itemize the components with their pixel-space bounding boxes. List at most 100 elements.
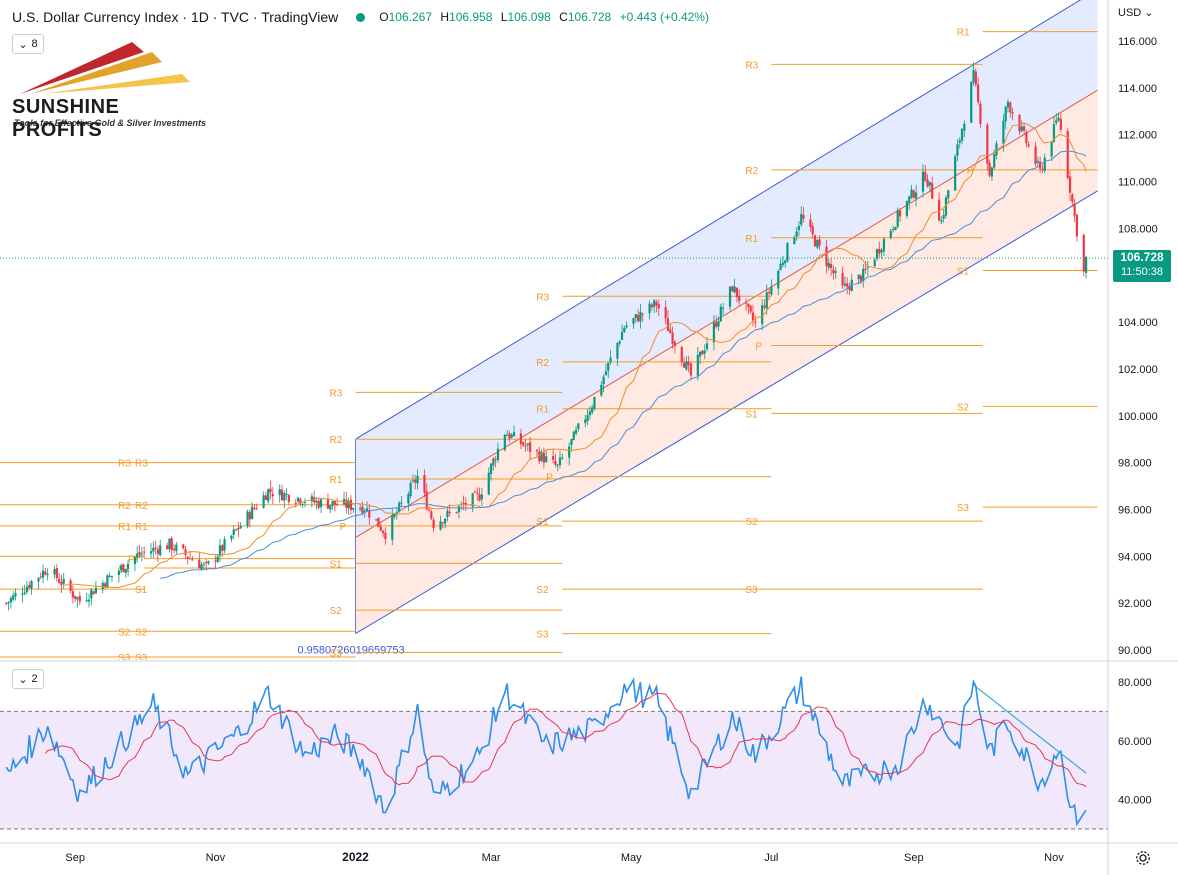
candle-body (1002, 120, 1005, 144)
candle-body (30, 581, 33, 589)
ma-fast-line (63, 122, 1087, 589)
price-pane[interactable]: 0.9580726019659753 R3 R2 R1 P S1 S2 S3 R3 R2 R1 P S1… (0, 0, 1108, 664)
rsi-indicators-toggle[interactable]: ⌄ 2 (12, 669, 44, 689)
candle-body (671, 332, 674, 344)
candle-body (995, 143, 998, 156)
pivot-label-s2: S2 (118, 627, 131, 638)
candle-body (535, 450, 539, 452)
pivot-label-p: P (135, 552, 142, 563)
candle-body (864, 268, 867, 270)
pivot-label-r2: R2 (118, 501, 131, 512)
candle-body (779, 263, 782, 271)
logo-tagline: Tools for Effective Gold & Silver Invest… (14, 118, 207, 128)
time-label: 2022 (342, 850, 369, 864)
last-price-tag: 106.728 11:50:38 (1113, 250, 1171, 282)
candle-body (253, 507, 256, 509)
candle-body (666, 318, 670, 332)
candle-body (329, 505, 332, 510)
candle-body (770, 286, 773, 295)
candle-body (744, 302, 748, 304)
candle-body (1011, 112, 1014, 114)
candle-body (251, 506, 254, 520)
candle-body (512, 432, 516, 437)
candle-body (551, 456, 555, 460)
candle-body (122, 564, 125, 573)
candle-body (795, 231, 798, 237)
bar-countdown: 11:50:38 (1120, 266, 1163, 278)
candle-body (407, 494, 410, 504)
candle-body (361, 506, 364, 514)
candle-body (538, 451, 541, 462)
candle-body (303, 502, 307, 504)
candle-body (154, 547, 157, 549)
currency-select[interactable]: USD ⌄ (1118, 6, 1154, 19)
pivot-label-s3: S3 (135, 653, 148, 664)
rsi-tick-label: 60.000 (1118, 736, 1152, 748)
channel-lower-line (355, 190, 1098, 635)
candle-body (784, 260, 787, 264)
symbol-title[interactable]: U.S. Dollar Currency Index · 1D · TVC · … (12, 9, 339, 25)
candle-body (271, 493, 274, 497)
candle-body (232, 529, 235, 535)
candle-body (554, 460, 557, 465)
price-tick-label: 92.000 (1118, 598, 1152, 610)
candle-body (977, 84, 980, 103)
candle-body (159, 545, 162, 556)
candle-body (524, 445, 527, 447)
candle-body (14, 593, 17, 597)
candle-body (699, 351, 702, 357)
settings-gear-icon[interactable] (1134, 849, 1152, 867)
candle-body (813, 235, 817, 247)
candle-body (623, 327, 626, 332)
candle-body (216, 556, 219, 562)
candle-body (972, 69, 975, 83)
candle-body (1022, 126, 1026, 131)
logo-brand: SUNSHINE PROFITS (12, 96, 120, 141)
pivot-label-p: P (546, 473, 553, 484)
candle-body (570, 438, 573, 445)
candle-body (650, 304, 653, 308)
candle-body (540, 451, 543, 461)
candle-body (430, 511, 433, 519)
candle-body (221, 545, 224, 551)
candle-body (319, 499, 323, 508)
candle-body (786, 242, 789, 262)
candle-body (593, 396, 596, 409)
candle-body (94, 587, 97, 594)
pivot-label-r3: R3 (135, 459, 148, 470)
candle-body (246, 511, 249, 527)
time-label: Nov (1044, 852, 1064, 864)
candle-body (747, 303, 750, 307)
pivot-label-s2: S2 (536, 585, 549, 596)
candle-body (287, 494, 290, 503)
candle-body (818, 239, 821, 246)
rsi-pane[interactable] (0, 676, 1108, 830)
candle-body (368, 509, 371, 518)
candle-body (508, 433, 511, 439)
candle-body (712, 322, 716, 343)
price-tick-label: 116.000 (1118, 36, 1157, 48)
price-tick-label: 110.000 (1118, 177, 1157, 189)
candle-body (492, 458, 495, 466)
candle-body (487, 472, 490, 495)
candle-body (296, 497, 300, 502)
candle-body (685, 361, 688, 370)
price-indicators-toggle[interactable]: ⌄ 8 (12, 34, 44, 54)
pivot-label-r1: R1 (957, 28, 970, 39)
candle-body (637, 314, 640, 322)
candle-body (58, 579, 61, 583)
candle-body (448, 511, 451, 513)
candle-body (850, 279, 853, 292)
candle-body (988, 162, 991, 176)
pivot-label-p: P (967, 166, 974, 177)
candle-body (526, 443, 529, 446)
candle-body (846, 283, 849, 287)
pivot-label-r1: R1 (745, 234, 758, 245)
candle-body (326, 499, 330, 509)
candle-body (1020, 126, 1023, 131)
candle-body (110, 575, 114, 577)
candle-body (574, 429, 578, 434)
time-label: Sep (65, 852, 85, 864)
